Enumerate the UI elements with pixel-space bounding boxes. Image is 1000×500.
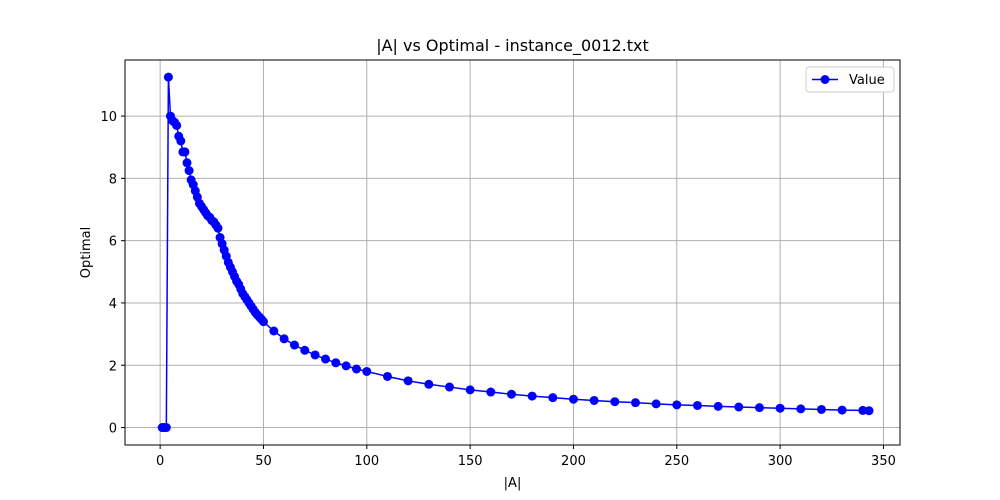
data-point <box>692 400 702 410</box>
data-point <box>182 158 192 168</box>
y-tick-label: 10 <box>100 110 117 125</box>
data-point <box>320 354 330 364</box>
x-tick-label: 0 <box>156 454 164 469</box>
data-point <box>310 350 320 360</box>
legend-box <box>805 66 895 93</box>
x-tick-label: 250 <box>664 454 689 469</box>
data-point <box>775 403 785 413</box>
y-tick-label: 0 <box>109 422 117 437</box>
data-point <box>362 366 372 376</box>
data-point <box>527 391 537 401</box>
data-point <box>382 371 392 381</box>
data-point <box>651 399 661 409</box>
grid <box>125 60 900 445</box>
data-point <box>279 334 289 344</box>
x-tick-label: 150 <box>458 454 483 469</box>
series-layer <box>157 72 874 433</box>
chart-title: |A| vs Optimal - instance_0012.txt <box>376 36 649 56</box>
data-point <box>258 317 268 327</box>
y-tick-label: 6 <box>109 235 117 250</box>
data-point <box>176 136 186 146</box>
data-point <box>754 403 764 413</box>
series-line <box>162 76 870 429</box>
data-point <box>486 387 496 397</box>
data-point <box>796 404 806 414</box>
data-point <box>213 223 223 233</box>
data-point <box>713 401 723 411</box>
data-point <box>816 404 826 414</box>
data-point <box>672 400 682 410</box>
data-point <box>331 358 341 368</box>
data-point <box>568 394 578 404</box>
x-tick-label: 100 <box>354 454 379 469</box>
data-point <box>172 120 182 130</box>
ticks: 0 50 100 150 200 250 300 350 0 2 4 6 8 10 <box>100 110 895 469</box>
y-tick-label: 8 <box>109 172 117 187</box>
legend: Value <box>805 66 895 93</box>
data-point <box>351 364 361 374</box>
data-point <box>506 389 516 399</box>
data-point <box>734 402 744 412</box>
data-point <box>589 395 599 405</box>
y-tick-label: 4 <box>109 297 117 312</box>
data-point <box>630 398 640 408</box>
data-point <box>403 376 413 386</box>
data-point <box>837 405 847 415</box>
data-point <box>444 382 454 392</box>
data-point <box>161 423 171 433</box>
y-tick-label: 2 <box>109 359 117 374</box>
data-point <box>289 340 299 350</box>
data-point <box>341 361 351 371</box>
data-point <box>163 72 173 82</box>
data-point <box>184 166 194 176</box>
data-point <box>548 393 558 403</box>
x-tick-label: 200 <box>561 454 586 469</box>
x-tick-label: 300 <box>768 454 793 469</box>
x-tick-label: 50 <box>255 454 272 469</box>
data-point <box>864 406 874 416</box>
data-point <box>300 345 310 355</box>
x-axis-title: |A| <box>504 476 522 491</box>
data-point <box>269 326 279 336</box>
data-point <box>180 147 190 157</box>
data-point <box>424 379 434 389</box>
x-tick-label: 350 <box>871 454 896 469</box>
y-axis-title: Optimal <box>79 227 94 278</box>
data-point <box>465 385 475 395</box>
plot-frame <box>124 59 901 446</box>
legend-label: Value <box>849 73 885 88</box>
data-point <box>610 397 620 407</box>
legend-marker <box>820 75 830 84</box>
